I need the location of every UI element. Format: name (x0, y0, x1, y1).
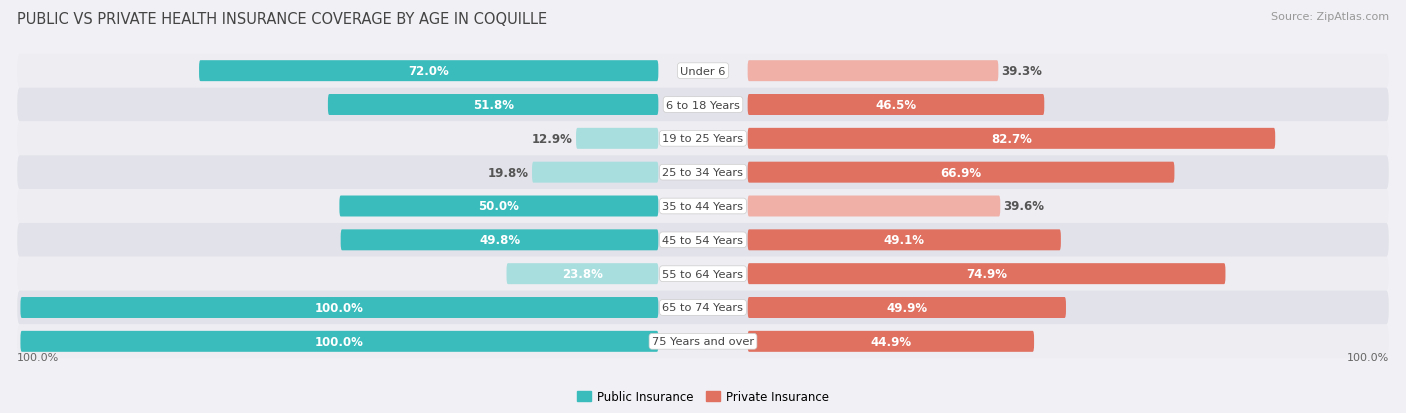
Text: 74.9%: 74.9% (966, 268, 1007, 280)
Text: 50.0%: 50.0% (478, 200, 519, 213)
FancyBboxPatch shape (17, 291, 1389, 325)
FancyBboxPatch shape (21, 331, 658, 352)
Text: 19 to 25 Years: 19 to 25 Years (662, 134, 744, 144)
FancyBboxPatch shape (748, 230, 1062, 251)
Text: 49.9%: 49.9% (886, 301, 928, 314)
Text: 23.8%: 23.8% (562, 268, 603, 280)
FancyBboxPatch shape (748, 61, 998, 82)
Legend: Public Insurance, Private Insurance: Public Insurance, Private Insurance (572, 385, 834, 408)
Text: 72.0%: 72.0% (408, 65, 449, 78)
Text: 45 to 54 Years: 45 to 54 Years (662, 235, 744, 245)
Text: 39.6%: 39.6% (1004, 200, 1045, 213)
FancyBboxPatch shape (200, 61, 658, 82)
Text: 65 to 74 Years: 65 to 74 Years (662, 303, 744, 313)
Text: 51.8%: 51.8% (472, 99, 513, 112)
Text: 66.9%: 66.9% (941, 166, 981, 179)
FancyBboxPatch shape (506, 263, 658, 285)
Text: 35 to 44 Years: 35 to 44 Years (662, 202, 744, 211)
Text: 44.9%: 44.9% (870, 335, 911, 348)
Text: 75 Years and over: 75 Years and over (652, 337, 754, 347)
Text: PUBLIC VS PRIVATE HEALTH INSURANCE COVERAGE BY AGE IN COQUILLE: PUBLIC VS PRIVATE HEALTH INSURANCE COVER… (17, 12, 547, 27)
Text: 100.0%: 100.0% (17, 352, 59, 363)
Text: 100.0%: 100.0% (1347, 352, 1389, 363)
Text: 12.9%: 12.9% (531, 133, 572, 145)
FancyBboxPatch shape (340, 230, 658, 251)
Text: 100.0%: 100.0% (315, 335, 364, 348)
FancyBboxPatch shape (748, 162, 1174, 183)
FancyBboxPatch shape (17, 190, 1389, 223)
FancyBboxPatch shape (17, 122, 1389, 156)
FancyBboxPatch shape (17, 156, 1389, 190)
FancyBboxPatch shape (17, 55, 1389, 88)
Text: Under 6: Under 6 (681, 66, 725, 76)
FancyBboxPatch shape (576, 128, 658, 150)
FancyBboxPatch shape (531, 162, 658, 183)
FancyBboxPatch shape (748, 196, 1000, 217)
FancyBboxPatch shape (748, 95, 1045, 116)
FancyBboxPatch shape (17, 88, 1389, 122)
FancyBboxPatch shape (17, 257, 1389, 291)
Text: Source: ZipAtlas.com: Source: ZipAtlas.com (1271, 12, 1389, 22)
Text: 39.3%: 39.3% (1001, 65, 1042, 78)
Text: 25 to 34 Years: 25 to 34 Years (662, 168, 744, 178)
FancyBboxPatch shape (748, 263, 1226, 285)
Text: 100.0%: 100.0% (315, 301, 364, 314)
Text: 6 to 18 Years: 6 to 18 Years (666, 100, 740, 110)
FancyBboxPatch shape (17, 223, 1389, 257)
FancyBboxPatch shape (748, 297, 1066, 318)
Text: 82.7%: 82.7% (991, 133, 1032, 145)
FancyBboxPatch shape (748, 331, 1033, 352)
FancyBboxPatch shape (21, 297, 658, 318)
Text: 55 to 64 Years: 55 to 64 Years (662, 269, 744, 279)
FancyBboxPatch shape (339, 196, 658, 217)
Text: 49.8%: 49.8% (479, 234, 520, 247)
FancyBboxPatch shape (748, 128, 1275, 150)
FancyBboxPatch shape (328, 95, 658, 116)
Text: 19.8%: 19.8% (488, 166, 529, 179)
FancyBboxPatch shape (17, 325, 1389, 358)
Text: 49.1%: 49.1% (884, 234, 925, 247)
Text: 46.5%: 46.5% (876, 99, 917, 112)
